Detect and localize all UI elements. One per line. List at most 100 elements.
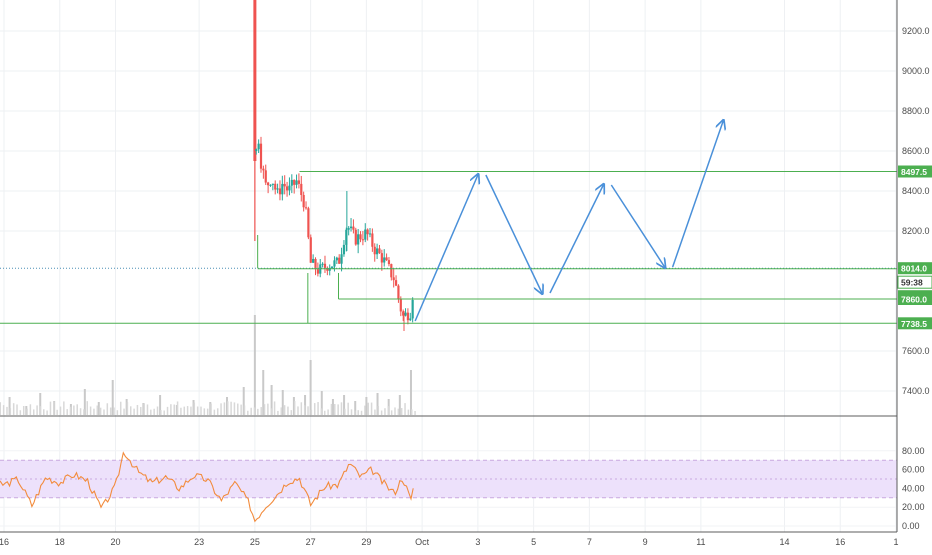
- candle-body: [269, 184, 272, 186]
- projection-arrow: [671, 121, 724, 268]
- volume-bar: [9, 408, 12, 415]
- x-tick-label: 7: [587, 537, 592, 547]
- volume-bar: [0, 402, 2, 415]
- candle-body: [267, 182, 270, 186]
- volume-bar: [83, 389, 86, 415]
- candle-body: [253, 0, 257, 161]
- candle-body: [338, 257, 341, 264]
- candle-body: [333, 260, 336, 267]
- volume-bar: [150, 409, 152, 415]
- volume-bar: [43, 409, 45, 415]
- price-label-text: 7860.0: [901, 295, 927, 305]
- volume-bar: [293, 401, 296, 415]
- volume-bar: [173, 404, 175, 415]
- volume-bar: [66, 409, 68, 415]
- rsi-tick-label: 60.00: [902, 465, 925, 475]
- candle-body: [295, 180, 298, 185]
- candle-body: [278, 188, 282, 195]
- candle-body: [330, 266, 334, 269]
- volume-bar: [307, 406, 309, 415]
- volume-bar: [76, 404, 78, 415]
- volume-bar: [73, 405, 75, 415]
- candle-body: [264, 170, 267, 183]
- price-label-box: [898, 262, 932, 275]
- volume-bar: [63, 401, 65, 415]
- volume-bar: [287, 406, 289, 415]
- volume-bar: [273, 401, 276, 415]
- candle-body: [352, 226, 355, 230]
- candle-body: [314, 258, 317, 270]
- volume-bar: [183, 406, 186, 415]
- volume-bar: [56, 409, 58, 415]
- volume-bar: [109, 407, 112, 415]
- volume-bar: [39, 406, 42, 415]
- price-label-text: 8014.0: [901, 264, 927, 274]
- volume-bar: [240, 404, 242, 415]
- volume-bar: [313, 403, 316, 415]
- volume-bar: [223, 402, 226, 415]
- volume-bar: [79, 408, 82, 415]
- candle-body: [373, 246, 376, 255]
- candle-body: [364, 229, 367, 240]
- volume-bar: [36, 405, 38, 415]
- candle-body: [345, 229, 348, 245]
- volume-bar: [407, 409, 410, 415]
- rsi-tick-label: 20.00: [902, 502, 925, 512]
- projection-arrow: [414, 175, 478, 322]
- volume-bar: [283, 405, 286, 415]
- volume-bar: [237, 403, 239, 415]
- candle-body: [307, 208, 310, 238]
- volume-bar: [347, 402, 349, 415]
- volume-bar: [163, 410, 165, 415]
- volume-bar: [83, 409, 85, 415]
- y-tick-label: 9000.0: [902, 66, 930, 76]
- candle-body: [302, 194, 305, 208]
- volume-bar: [270, 385, 273, 415]
- volume-bar: [262, 370, 265, 415]
- volume-bar: [6, 406, 8, 415]
- volume-bar: [233, 402, 236, 415]
- projection-arrow: [610, 184, 664, 267]
- volume-bar: [16, 404, 18, 415]
- x-tick-label: 27: [306, 537, 316, 547]
- candle-body: [406, 312, 410, 321]
- x-tick-label: 16: [835, 537, 845, 547]
- candle-body: [342, 244, 346, 255]
- volume-bar: [156, 406, 159, 415]
- volume-bar: [193, 402, 196, 415]
- volume-bar: [89, 406, 92, 415]
- volume-bar: [53, 401, 55, 415]
- volume-bar: [327, 409, 329, 415]
- volume-bar: [186, 406, 189, 415]
- volume-bar: [267, 403, 269, 415]
- candle-body: [378, 248, 381, 254]
- volume-bar: [414, 410, 416, 415]
- volume-bar: [334, 404, 336, 415]
- candle-body: [304, 207, 308, 209]
- candle-body: [316, 269, 319, 274]
- candle-body: [283, 183, 286, 187]
- volume-bar: [263, 404, 266, 415]
- candle-body: [354, 229, 357, 245]
- volume-bar: [365, 397, 368, 415]
- candle-body: [326, 267, 329, 271]
- volume-bar: [196, 406, 199, 415]
- candle-body: [409, 318, 412, 321]
- candle-body: [368, 233, 372, 235]
- volume-bar: [203, 408, 206, 415]
- volume-bar: [159, 395, 162, 415]
- volume-bar: [300, 402, 303, 415]
- candle-body: [376, 248, 379, 255]
- candle-body: [300, 183, 303, 195]
- volume-bar: [409, 370, 412, 415]
- volume-bar: [166, 406, 169, 415]
- volume-bar: [22, 406, 25, 415]
- candle-body: [361, 239, 364, 241]
- volume-bar: [331, 399, 334, 415]
- x-tick-label: 25: [250, 537, 260, 547]
- price-label-box: [898, 293, 932, 305]
- candle-body: [385, 257, 388, 261]
- candle-body: [274, 183, 277, 190]
- candle-body: [321, 263, 324, 265]
